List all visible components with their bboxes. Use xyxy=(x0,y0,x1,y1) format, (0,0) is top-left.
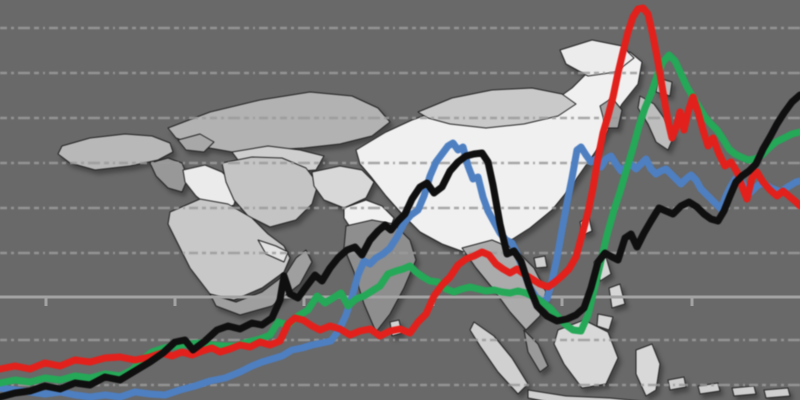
map-region-borneo xyxy=(553,319,619,389)
map-region-lesser-sunda-1 xyxy=(667,376,687,391)
map-region-central-asia xyxy=(167,91,391,153)
red-series-line xyxy=(0,4,800,373)
map-region-lesser-sunda-3 xyxy=(731,385,757,397)
map-region-manchuria xyxy=(559,39,635,77)
map-region-java xyxy=(527,389,636,400)
map-region-lesser-sunda-4 xyxy=(763,387,791,399)
grid-layer xyxy=(0,26,800,387)
map-region-afghanistan xyxy=(311,165,375,209)
map-region-philippines-mindanao xyxy=(596,313,614,331)
map-region-iran xyxy=(221,156,319,228)
map-region-yemen-oman xyxy=(209,249,313,316)
map-region-caucasus xyxy=(177,133,215,153)
series-layer xyxy=(0,4,800,400)
map-region-gulf-states xyxy=(257,239,289,263)
map-region-hainan xyxy=(533,255,548,269)
map-region-sulawesi xyxy=(635,343,661,397)
map-region-turkey xyxy=(57,133,174,171)
black-series-line xyxy=(0,91,800,400)
asia-basemap xyxy=(57,39,791,400)
map-region-malay-peninsula xyxy=(523,329,549,373)
map-region-iraq xyxy=(182,164,239,213)
map-region-levant xyxy=(149,157,189,193)
